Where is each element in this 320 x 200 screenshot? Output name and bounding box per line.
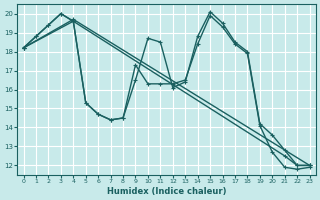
X-axis label: Humidex (Indice chaleur): Humidex (Indice chaleur) (107, 187, 226, 196)
